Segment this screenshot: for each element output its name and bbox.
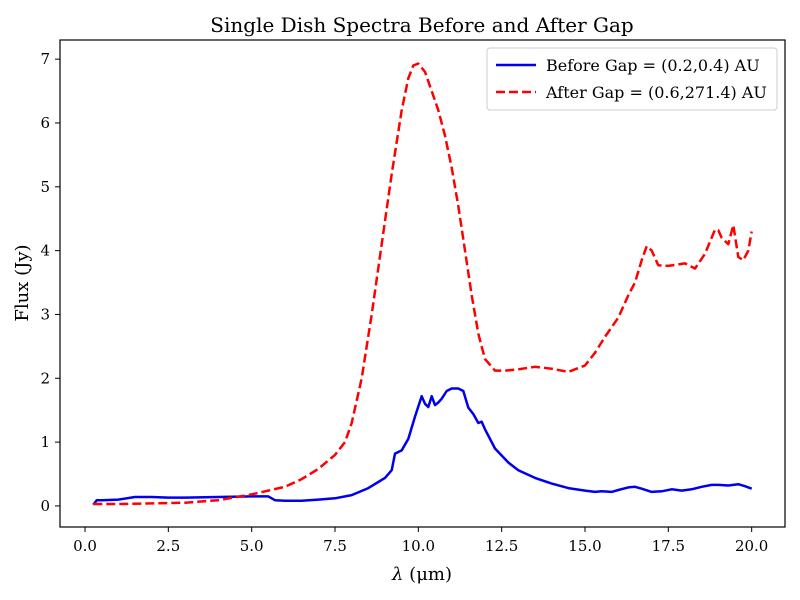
x-axis-label-unit: (μm)	[409, 564, 452, 585]
y-tick-label: 6	[40, 114, 50, 132]
legend-label-before: Before Gap = (0.2,0.4) AU	[546, 56, 760, 75]
x-tick-label: 15.0	[568, 537, 601, 555]
y-axis-label: Flux (Jy)	[12, 244, 33, 321]
x-tick-label: 5.0	[240, 537, 264, 555]
y-tick-label: 0	[40, 497, 50, 515]
x-axis-label: λ (μm)	[391, 564, 452, 585]
legend-label-after: After Gap = (0.6,271.4) AU	[545, 83, 767, 102]
y-tick-label: 4	[40, 242, 50, 260]
x-tick-label: 20.0	[735, 537, 768, 555]
chart-title: Single Dish Spectra Before and After Gap	[210, 13, 633, 37]
plot-area-frame	[59, 39, 786, 528]
y-tick-label: 5	[40, 178, 50, 196]
x-tick-label: 2.5	[156, 537, 180, 555]
x-tick-label: 7.5	[323, 537, 347, 555]
x-tick-label: 0.0	[73, 537, 97, 555]
series-line-after-gap	[93, 62, 753, 506]
y-tick-label: 2	[40, 369, 50, 387]
x-axis-label-symbol: λ	[391, 564, 403, 585]
series-line-before-gap	[92, 387, 753, 506]
y-tick-label: 1	[40, 433, 50, 451]
x-tick-label: 17.5	[652, 537, 685, 555]
x-tick-label: 12.5	[485, 537, 518, 555]
y-tick-label: 3	[40, 305, 50, 323]
y-tick-label: 7	[40, 50, 50, 68]
x-tick-label: 10.0	[402, 537, 435, 555]
legend: Before Gap = (0.2,0.4) AU After Gap = (0…	[486, 47, 778, 111]
legend-box	[486, 47, 778, 111]
